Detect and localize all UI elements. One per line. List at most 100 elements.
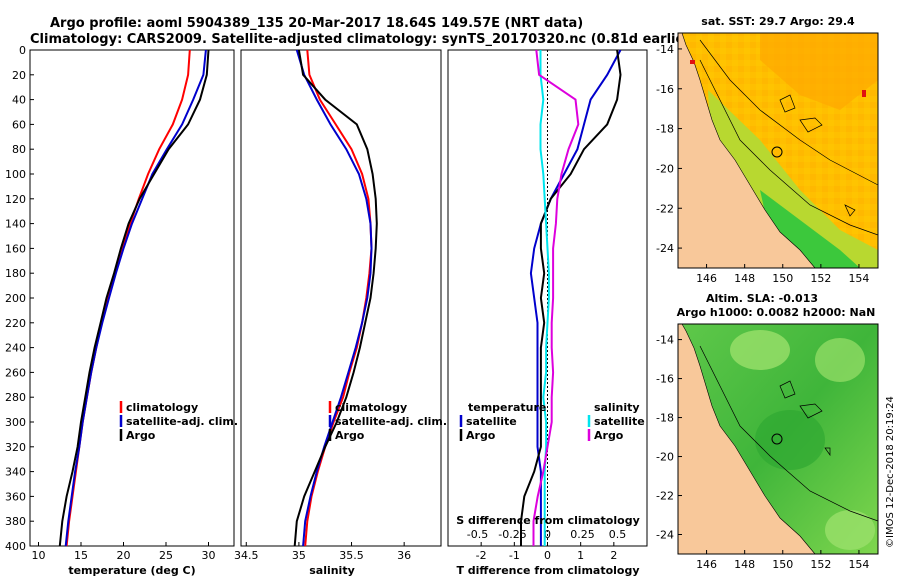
legend-title-temperature: temperature bbox=[468, 401, 546, 414]
temperature-tick-label: 15 bbox=[74, 549, 88, 562]
salinity-tick-label: 35.5 bbox=[339, 549, 364, 562]
latitude-tick-label: -22 bbox=[656, 490, 674, 503]
sst-hot-pixel bbox=[862, 90, 866, 97]
series-line-satellite-adj-clim- bbox=[64, 49, 207, 547]
sla-low-patch bbox=[755, 410, 825, 470]
salinity-tick-label: 35 bbox=[292, 549, 306, 562]
salinity-tick-label: 36 bbox=[397, 549, 411, 562]
legend-label-climatology: climatology bbox=[335, 401, 407, 414]
sst-latitude-ticks: -14 -16 -18 -20 -22 -24 bbox=[656, 43, 682, 255]
depth-tick-label: 360 bbox=[5, 490, 26, 503]
s-difference-axis-label: S difference from climatology bbox=[456, 514, 640, 527]
legend-title-salinity: salinity bbox=[594, 401, 640, 414]
longitude-tick-label: 154 bbox=[848, 558, 869, 571]
depth-tick-label: 40 bbox=[12, 94, 26, 107]
sla-longitude-ticks: 146 148 150 152 154 bbox=[696, 550, 869, 571]
temperature-panel: 0 20 40 60 80 100 120 140 160 180 200 220 240 260 280 3… bbox=[5, 44, 238, 577]
t-difference-axis-label: T difference from climatology bbox=[456, 564, 639, 577]
depth-tick-label: 60 bbox=[12, 118, 26, 131]
sla-map: Altim. SLA: -0.013 Argo h1000: 0.0082 h2… bbox=[656, 292, 879, 571]
latitude-tick-label: -18 bbox=[656, 412, 674, 425]
longitude-tick-label: 148 bbox=[734, 272, 755, 285]
depth-tick-label: 400 bbox=[5, 540, 26, 553]
legend-label-argo: Argo bbox=[126, 429, 156, 442]
longitude-tick-label: 148 bbox=[734, 558, 755, 571]
sst-map: sat. SST: 29.7 Argo: 29.4 146 148 150 152 15… bbox=[656, 15, 879, 285]
temperature-axis-ticks: 10 15 20 25 30 bbox=[32, 542, 216, 562]
salinity-plot-frame bbox=[240, 49, 442, 547]
series-line-salinity-argo bbox=[532, 49, 580, 546]
sst-cool-band bbox=[708, 90, 878, 268]
depth-tick-label: 180 bbox=[5, 267, 26, 280]
depth-tick-label: 160 bbox=[5, 242, 26, 255]
temperature-tick-label: 25 bbox=[159, 549, 173, 562]
depth-tick-label: 200 bbox=[5, 292, 26, 305]
s-difference-tick-label: 0.5 bbox=[609, 528, 627, 541]
longitude-tick-label: 150 bbox=[772, 272, 793, 285]
depth-tick-label: 380 bbox=[5, 515, 26, 528]
latitude-tick-label: -14 bbox=[656, 334, 674, 347]
s-difference-axis-ticks: -0.5 -0.25 0 0.25 0.5 bbox=[467, 528, 626, 541]
salinity-axis-label: salinity bbox=[309, 564, 355, 577]
latitude-tick-label: -16 bbox=[656, 373, 674, 386]
temperature-series bbox=[58, 49, 210, 547]
temperature-plot-frame bbox=[29, 49, 235, 547]
sla-high-patch-3 bbox=[825, 510, 875, 550]
argo-location-marker bbox=[771, 146, 783, 158]
salinity-tick-label: 34.5 bbox=[234, 549, 259, 562]
temperature-tick-label: 20 bbox=[117, 549, 131, 562]
temperature-tick-label: 10 bbox=[32, 549, 46, 562]
s-difference-tick-label: -0.5 bbox=[467, 528, 488, 541]
depth-tick-label: 320 bbox=[5, 441, 26, 454]
difference-panel: -2 -1 0 1 2 -0.5 -0.25 0 0.25 0.5 S difference f… bbox=[447, 49, 648, 577]
depth-tick-label: 80 bbox=[12, 143, 26, 156]
sst-land bbox=[677, 32, 816, 269]
temperature-tick-label: 30 bbox=[202, 549, 216, 562]
longitude-tick-label: 152 bbox=[810, 558, 831, 571]
longitude-tick-label: 152 bbox=[810, 272, 831, 285]
s-difference-tick-label: 0 bbox=[544, 528, 551, 541]
difference-axis-ticks: -2 -1 0 1 2 bbox=[476, 542, 617, 562]
latitude-tick-label: -14 bbox=[656, 43, 674, 56]
t-difference-tick-label: -1 bbox=[509, 549, 520, 562]
latitude-tick-label: -20 bbox=[656, 451, 674, 464]
depth-tick-label: 240 bbox=[5, 342, 26, 355]
t-difference-tick-label: 2 bbox=[610, 549, 617, 562]
sst-warm-region bbox=[760, 33, 878, 110]
longitude-tick-label: 146 bbox=[696, 558, 717, 571]
sst-longitude-ticks: 146 148 150 152 154 bbox=[696, 264, 869, 285]
salinity-panel: 34.5 35 35.5 36 salinity climatology satell… bbox=[234, 49, 447, 577]
depth-tick-label: 280 bbox=[5, 391, 26, 404]
latitude-tick-label: -22 bbox=[656, 202, 674, 215]
title-line-2: Climatology: CARS2009. Satellite-adjuste… bbox=[30, 32, 697, 47]
sla-latitude-ticks: -14 -16 -18 -20 -22 -24 bbox=[656, 334, 682, 542]
title-line-1: Argo profile: aoml 5904389_135 20-Mar-20… bbox=[50, 16, 583, 31]
sla-map-title-1: Altim. SLA: -0.013 bbox=[706, 292, 818, 305]
latitude-tick-label: -20 bbox=[656, 162, 674, 175]
t-difference-tick-label: 1 bbox=[577, 549, 584, 562]
s-difference-tick-label: 0.25 bbox=[570, 528, 595, 541]
difference-series bbox=[520, 49, 622, 546]
legend-label-temp-argo: Argo bbox=[466, 429, 496, 442]
sst-map-title: sat. SST: 29.7 Argo: 29.4 bbox=[701, 15, 855, 28]
salinity-series bbox=[293, 49, 378, 547]
sla-reefs bbox=[779, 380, 831, 457]
series-line-argo bbox=[293, 49, 378, 547]
t-difference-tick-label: -2 bbox=[476, 549, 487, 562]
legend-label-satellite: satellite-adj. clim. bbox=[126, 415, 238, 428]
credit-text: ©IMOS 12-Dec-2018 20:19:24 bbox=[885, 396, 896, 548]
sla-map-frame bbox=[677, 323, 879, 555]
salinity-axis-ticks: 34.5 35 35.5 36 bbox=[234, 542, 411, 562]
latitude-tick-label: -16 bbox=[656, 83, 674, 96]
sla-land bbox=[677, 323, 816, 555]
latitude-tick-label: -24 bbox=[656, 529, 674, 542]
legend-label-sal-argo: Argo bbox=[594, 429, 624, 442]
sst-hot-pixel-2 bbox=[690, 60, 695, 64]
depth-tick-label: 220 bbox=[5, 317, 26, 330]
longitude-tick-label: 154 bbox=[848, 272, 869, 285]
depth-tick-label: 20 bbox=[12, 69, 26, 82]
sla-map-title-2: Argo h1000: 0.0082 h2000: NaN bbox=[677, 306, 876, 319]
sst-isobath-2 bbox=[699, 39, 879, 186]
depth-tick-label: 100 bbox=[5, 168, 26, 181]
